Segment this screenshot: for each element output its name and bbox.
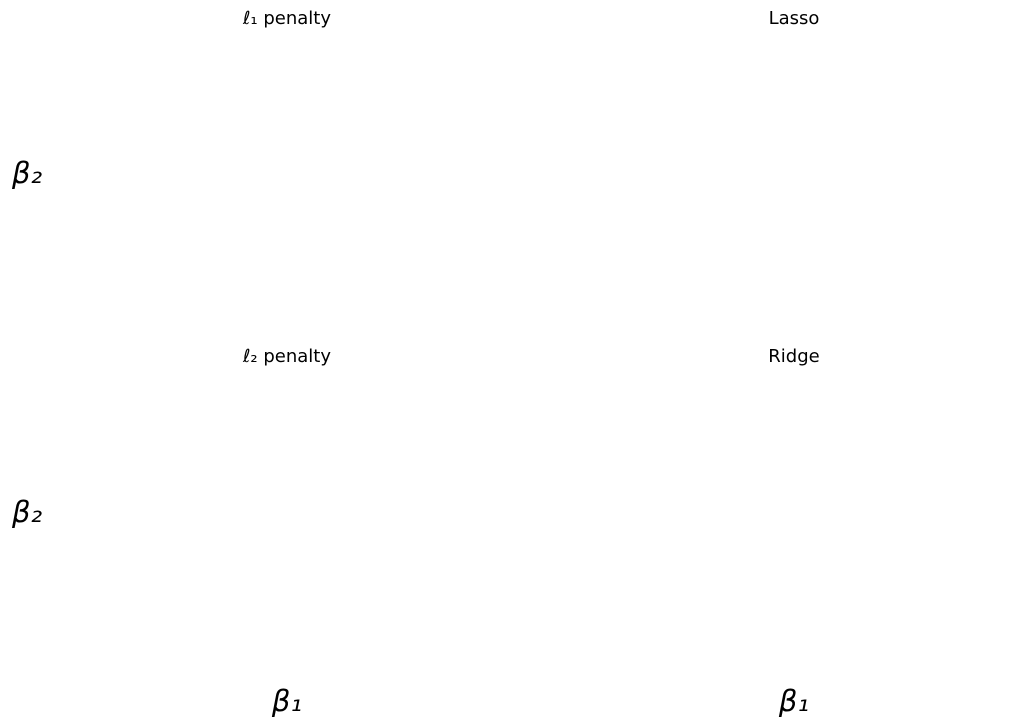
panel-title-lasso: Lasso xyxy=(768,8,820,29)
plot-area-lasso xyxy=(582,37,1006,316)
plot-area-l2-penalty xyxy=(75,376,499,655)
x-axis-label-left: β₁ xyxy=(271,684,303,718)
panel-title-ridge: Ridge xyxy=(768,346,820,367)
panel-title-l2-penalty: ℓ₂ penalty xyxy=(242,346,332,367)
plot-area-l1-penalty xyxy=(75,37,499,316)
panel-title-l1-penalty: ℓ₁ penalty xyxy=(242,8,332,29)
x-axis-label-right: β₁ xyxy=(778,684,810,718)
y-axis-label-bottom: β₂ xyxy=(12,495,43,529)
y-axis-label-top: β₂ xyxy=(12,156,43,190)
plot-area-ridge xyxy=(582,376,1006,655)
